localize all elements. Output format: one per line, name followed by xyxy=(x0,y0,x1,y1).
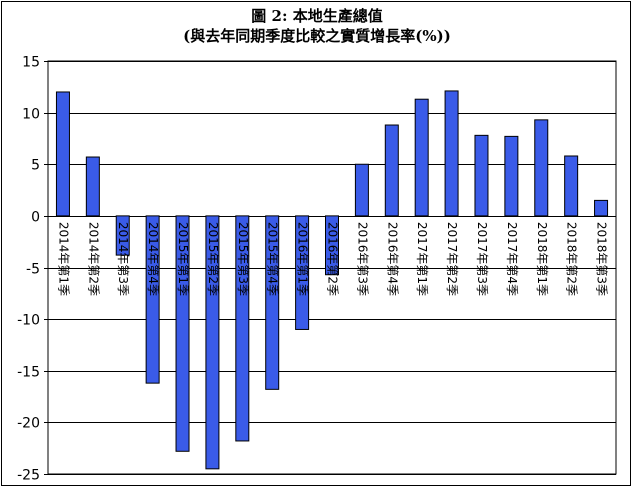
x-tick-label: 2017年第1季 xyxy=(415,222,429,296)
bar xyxy=(594,199,609,217)
y-tick-label: 5 xyxy=(31,158,40,174)
bar xyxy=(235,215,250,442)
x-tick-label: 2016年第2季 xyxy=(326,222,340,296)
bar xyxy=(504,135,519,217)
bar xyxy=(325,215,339,276)
bar xyxy=(354,163,369,217)
bar xyxy=(115,215,130,256)
y-tick-label: -20 xyxy=(17,416,40,432)
y-tick-label: -5 xyxy=(26,262,40,278)
x-tick-label: 2014年第3季 xyxy=(116,222,130,296)
bar xyxy=(205,215,220,470)
x-tick-label: 2014年第1季 xyxy=(56,222,70,296)
x-tick-label: 2015年第1季 xyxy=(176,222,190,296)
bar xyxy=(474,134,489,217)
x-tick-label: 2016年第1季 xyxy=(296,222,310,296)
y-tick-label: -25 xyxy=(17,468,40,484)
bar xyxy=(384,124,399,217)
bar xyxy=(175,215,190,452)
chart-title: 圖 2: 本地生產總值 (與去年同期季度比較之實質增長率(%)) xyxy=(0,6,634,46)
x-tick-label: 2014年第4季 xyxy=(146,222,160,296)
x-tick-label: 2018年第3季 xyxy=(595,222,609,296)
x-tick-label: 2014年第2季 xyxy=(86,222,100,296)
x-tick-label: 2017年第3季 xyxy=(475,222,489,296)
y-tick-label: 15 xyxy=(22,55,40,71)
y-tick-label: 0 xyxy=(31,210,40,226)
bar xyxy=(564,155,579,217)
bar xyxy=(444,90,459,217)
chart-title-main: 圖 2: 本地生產總值 xyxy=(251,7,383,25)
x-tick-label: 2016年第3季 xyxy=(355,222,369,296)
chart-subtitle: (與去年同期季度比較之實質增長率(%)) xyxy=(183,27,451,45)
bar xyxy=(85,156,100,217)
y-tick-label: 10 xyxy=(22,107,40,123)
bar xyxy=(55,91,70,217)
x-tick-label: 2018年第1季 xyxy=(535,222,549,296)
bar xyxy=(295,215,310,330)
bar xyxy=(534,119,549,217)
x-tick-label: 2015年第3季 xyxy=(236,222,250,296)
bar xyxy=(145,215,160,384)
x-tick-label: 2016年第4季 xyxy=(385,222,399,296)
x-tick-label: 2017年第4季 xyxy=(505,222,519,296)
x-tick-label: 2017年第2季 xyxy=(445,222,459,296)
bar xyxy=(265,215,280,390)
y-tick-label: -15 xyxy=(17,365,40,381)
y-tick-label: -10 xyxy=(17,313,40,329)
x-tick-label: 2015年第2季 xyxy=(206,222,220,296)
x-tick-label: 2015年第4季 xyxy=(266,222,280,296)
x-tick-label: 2018年第2季 xyxy=(565,222,579,296)
bar xyxy=(414,98,429,217)
